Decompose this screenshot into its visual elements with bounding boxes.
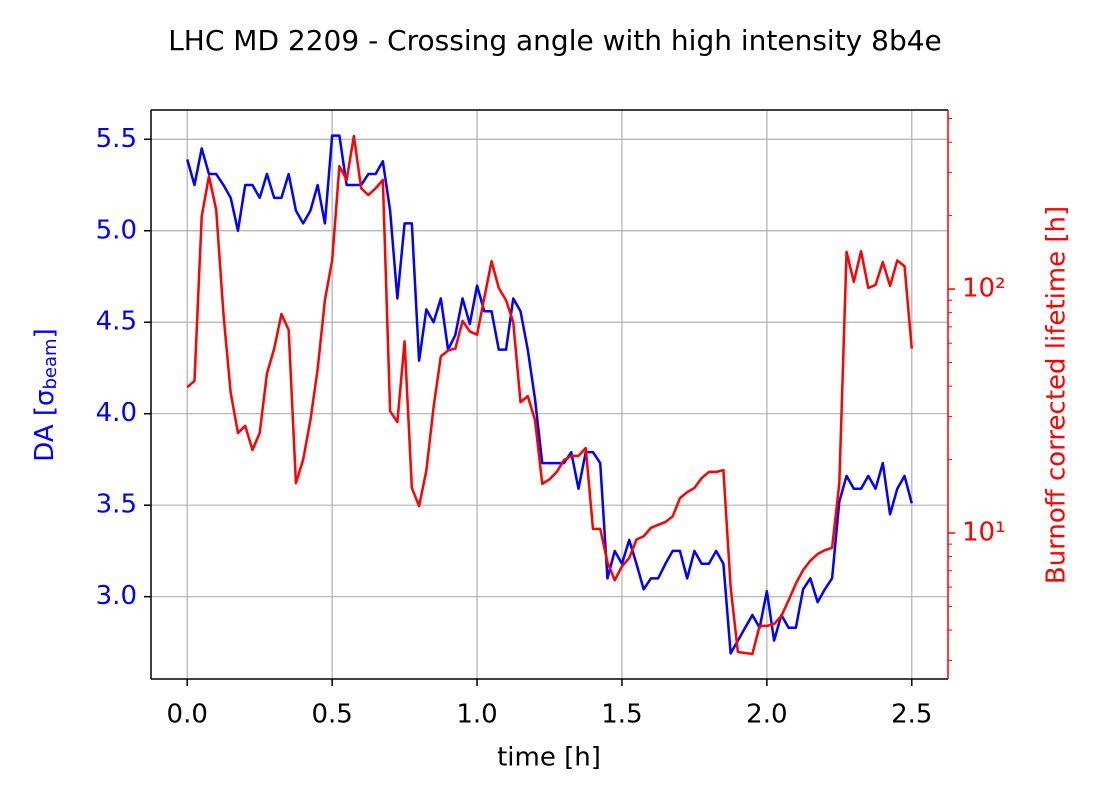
- y-axis-label-part: DA [σ: [30, 389, 60, 461]
- x-tick-label: 2.0: [746, 700, 787, 730]
- y2-axis-label: Burnoff corrected lifetime [h]: [1042, 206, 1072, 584]
- y-axis-label-subscript: beam: [40, 338, 61, 389]
- x-tick-label: 1.0: [456, 700, 497, 730]
- x-axis-label: time [h]: [497, 743, 601, 773]
- y2-tick-label: 10¹: [962, 517, 1006, 547]
- y-tick-label: 3.5: [96, 490, 137, 520]
- series-line: [186, 134, 914, 656]
- x-tick-label: 2.5: [891, 700, 932, 730]
- y2-tick-label: 10²: [962, 274, 1006, 304]
- chart-title: LHC MD 2209 - Crossing angle with high i…: [168, 24, 942, 57]
- y-tick-label: 4.0: [96, 398, 137, 428]
- y-tick-label: 4.5: [96, 307, 137, 337]
- y-tick-label: 5.0: [96, 215, 137, 245]
- y-axis-label-part: ]: [30, 328, 60, 338]
- x-tick-label: 1.5: [601, 700, 642, 730]
- x-tick-label: 0.0: [167, 700, 208, 730]
- y-axis-label: DA [σbeam]: [30, 328, 62, 461]
- y-tick-label: 5.5: [96, 124, 137, 154]
- x-tick-label: 0.5: [311, 700, 352, 730]
- y-tick-label: 3.0: [96, 581, 137, 611]
- series-line: [186, 134, 913, 655]
